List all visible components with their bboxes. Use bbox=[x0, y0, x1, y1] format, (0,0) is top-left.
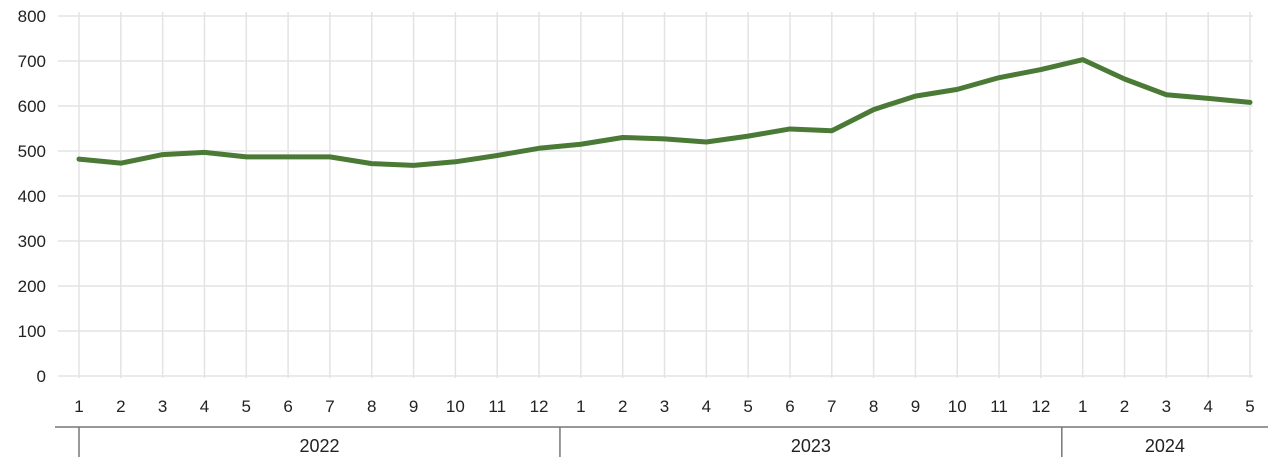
data-point bbox=[1122, 77, 1127, 82]
data-point bbox=[286, 154, 291, 159]
year-label: 2022 bbox=[299, 436, 339, 456]
year-label: 2024 bbox=[1145, 436, 1185, 456]
x-tick-label: 7 bbox=[827, 397, 836, 416]
data-point bbox=[662, 136, 667, 141]
x-tick-label: 3 bbox=[1162, 397, 1171, 416]
data-point bbox=[1248, 100, 1253, 105]
data-point bbox=[829, 128, 834, 133]
data-point bbox=[537, 146, 542, 151]
data-point bbox=[704, 140, 709, 145]
series-line bbox=[76, 57, 1253, 168]
y-tick-label: 200 bbox=[18, 277, 46, 296]
x-tick-label: 12 bbox=[1031, 397, 1050, 416]
data-point bbox=[244, 154, 249, 159]
x-tick-label: 11 bbox=[990, 397, 1008, 416]
y-tick-label: 600 bbox=[18, 97, 46, 116]
year-label: 2023 bbox=[791, 436, 831, 456]
y-tick-label: 400 bbox=[18, 187, 46, 206]
data-point bbox=[955, 87, 960, 92]
x-tick-label: 4 bbox=[200, 397, 209, 416]
data-point bbox=[118, 161, 123, 166]
data-point bbox=[77, 157, 82, 162]
x-tick-label: 3 bbox=[158, 397, 167, 416]
data-point bbox=[1080, 57, 1085, 62]
y-tick-label: 0 bbox=[37, 367, 46, 386]
data-point bbox=[620, 135, 625, 140]
x-tick-label: 12 bbox=[530, 397, 549, 416]
data-point bbox=[327, 154, 332, 159]
x-tick-label: 7 bbox=[325, 397, 334, 416]
data-point bbox=[1164, 92, 1169, 97]
y-tick-label: 100 bbox=[18, 322, 46, 341]
x-tick-label: 1 bbox=[1078, 397, 1087, 416]
y-tick-label: 300 bbox=[18, 232, 46, 251]
x-tick-label: 5 bbox=[242, 397, 251, 416]
data-point bbox=[411, 163, 416, 168]
x-tick-label: 2 bbox=[618, 397, 627, 416]
y-tick-label: 800 bbox=[18, 7, 46, 26]
x-tick-label: 2 bbox=[1120, 397, 1129, 416]
x-tick-label: 8 bbox=[367, 397, 376, 416]
x-tick-label: 2 bbox=[116, 397, 125, 416]
x-tick-label: 1 bbox=[576, 397, 585, 416]
y-tick-label: 500 bbox=[18, 142, 46, 161]
x-tick-label: 4 bbox=[1203, 397, 1212, 416]
grid bbox=[58, 12, 1253, 378]
x-tick-label: 6 bbox=[283, 397, 292, 416]
data-point bbox=[746, 134, 751, 139]
x-tick-label: 3 bbox=[660, 397, 669, 416]
data-point bbox=[160, 152, 165, 157]
x-tick-label: 10 bbox=[948, 397, 967, 416]
data-point bbox=[578, 142, 583, 147]
data-point bbox=[202, 150, 207, 155]
y-tick-label: 700 bbox=[18, 52, 46, 71]
data-point bbox=[997, 75, 1002, 80]
year-axis: 2022 2023 2024 bbox=[55, 426, 1268, 457]
data-point bbox=[913, 94, 918, 99]
x-tick-label: 4 bbox=[702, 397, 711, 416]
x-tick-label: 8 bbox=[869, 397, 878, 416]
data-point bbox=[453, 159, 458, 164]
data-point bbox=[787, 126, 792, 131]
x-tick-label: 5 bbox=[743, 397, 752, 416]
x-tick-label: 9 bbox=[409, 397, 418, 416]
data-point bbox=[495, 153, 500, 158]
x-tick-label: 9 bbox=[911, 397, 920, 416]
x-tick-label: 1 bbox=[74, 397, 83, 416]
x-axis-tick-labels: 1 2 3 4 5 6 7 8 9 10 11 12 1 2 3 4 5 6 7 8 9 10 11 12 1 2 3 4 5 bbox=[74, 397, 1254, 416]
x-tick-label: 6 bbox=[785, 397, 794, 416]
y-axis-tick-labels: 0 100 200 300 400 500 600 700 800 bbox=[18, 7, 46, 386]
x-tick-label: 5 bbox=[1245, 397, 1254, 416]
data-point bbox=[369, 161, 374, 166]
x-tick-label: 10 bbox=[446, 397, 465, 416]
data-point bbox=[871, 107, 876, 112]
data-point bbox=[1206, 96, 1211, 101]
data-point bbox=[1038, 67, 1043, 72]
x-tick-label: 11 bbox=[488, 397, 506, 416]
